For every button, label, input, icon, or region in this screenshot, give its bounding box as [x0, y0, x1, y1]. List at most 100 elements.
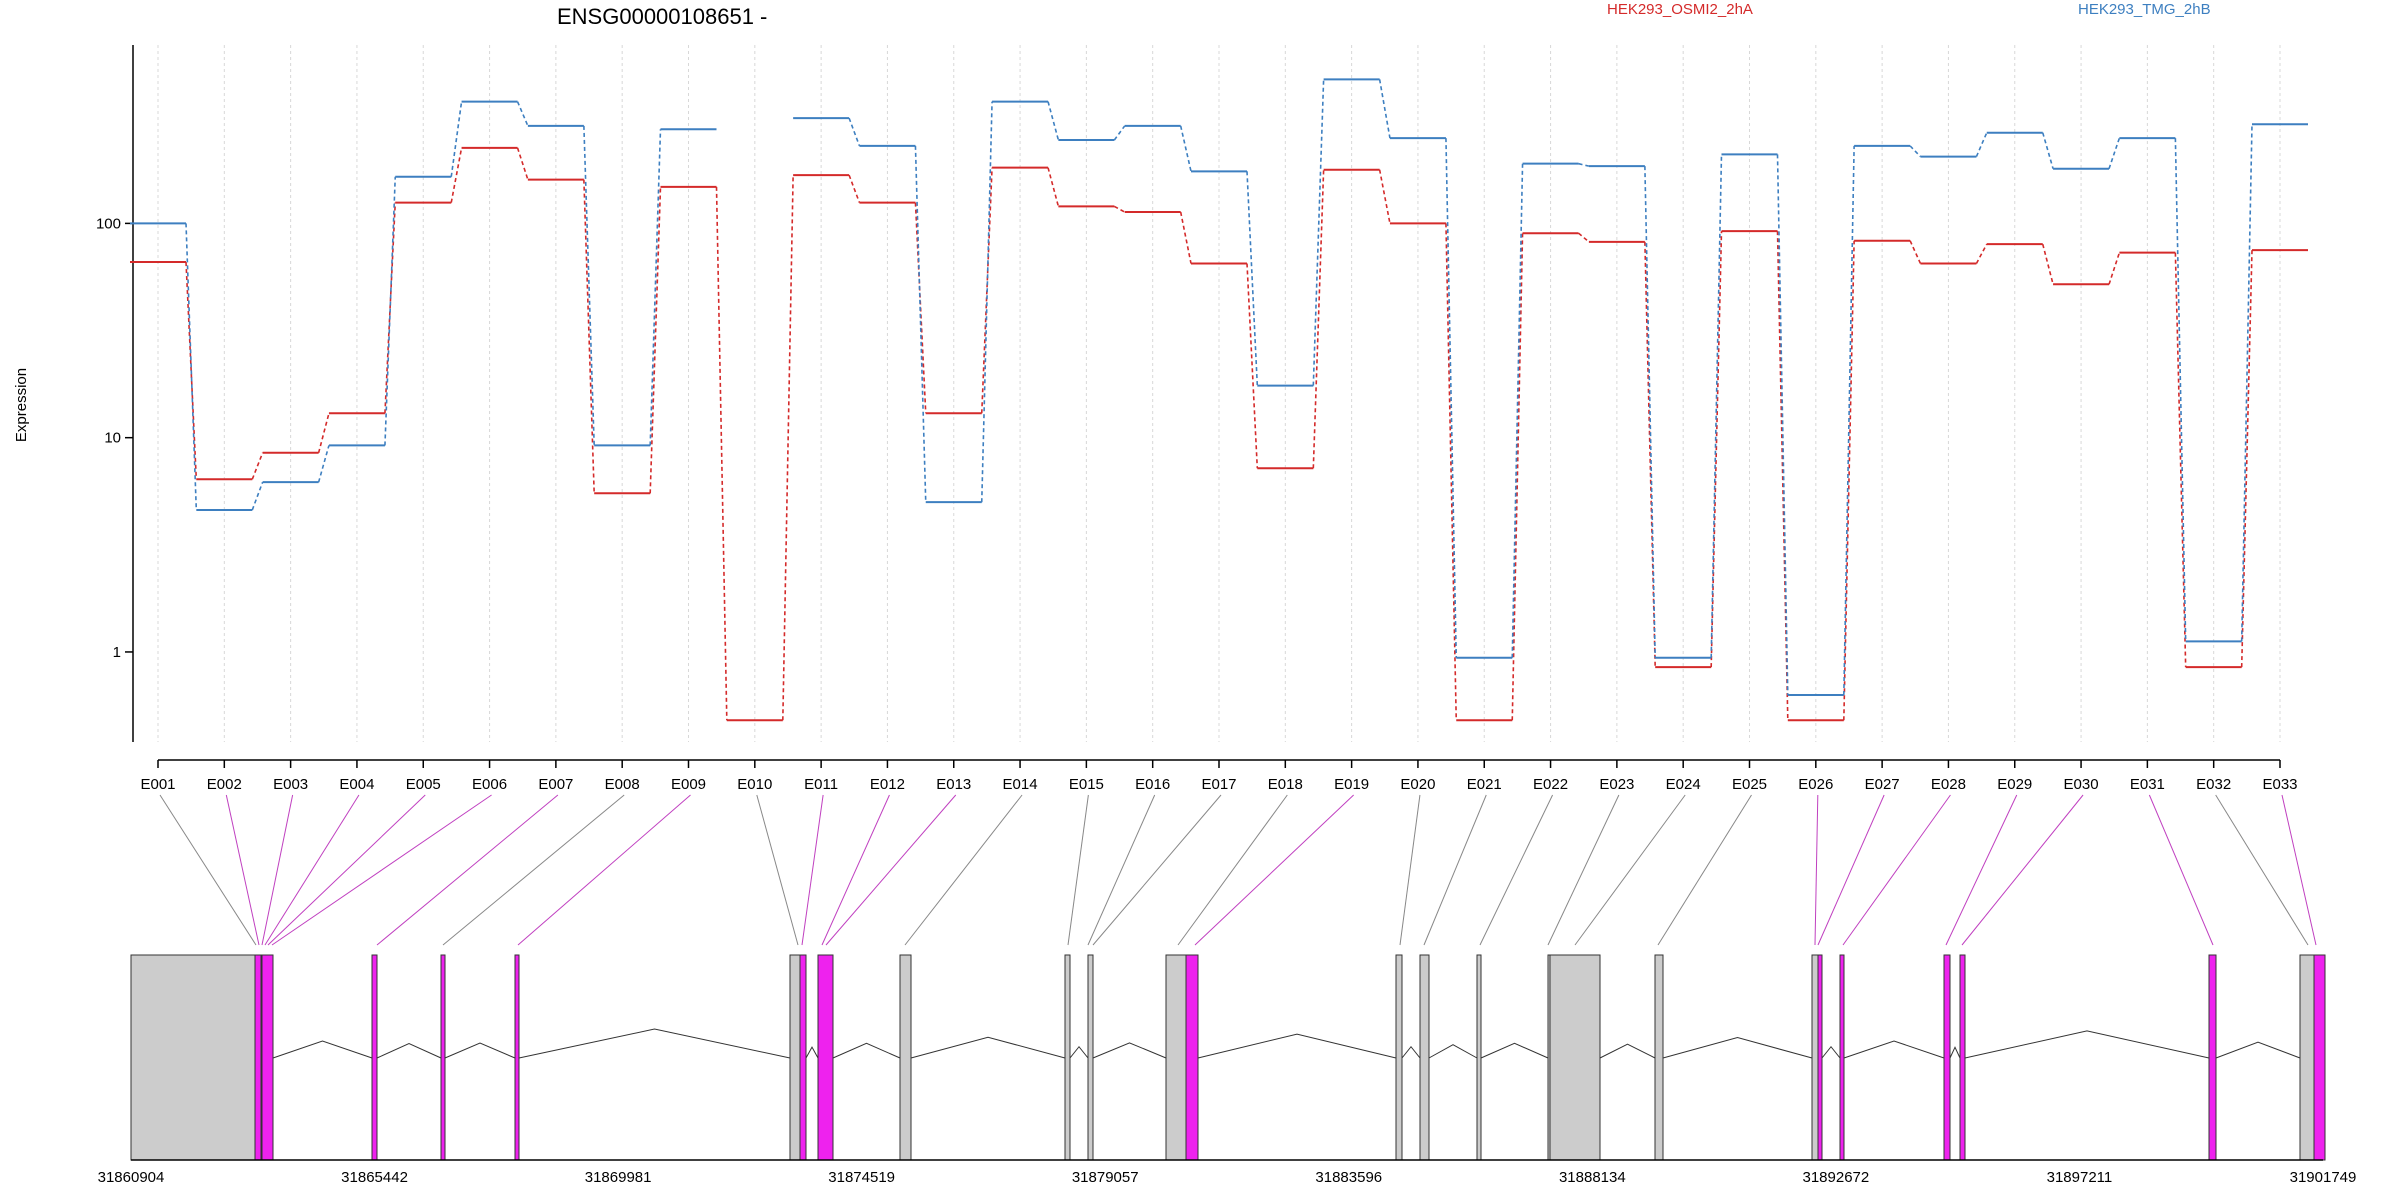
series-connector [1975, 132, 1988, 157]
x-tick-label: E020 [1400, 776, 1435, 793]
series-connector [848, 117, 861, 147]
intron-line [910, 1036, 1066, 1059]
bin-connector-line [2148, 794, 2214, 946]
x-tick-label: E009 [671, 776, 706, 793]
series-connector [2174, 252, 2187, 668]
intron-line [1069, 1045, 1089, 1059]
series-connector [1909, 240, 1922, 264]
x-tick-label: E006 [472, 776, 507, 793]
series-connector [516, 101, 529, 127]
bin-connector-line [1961, 794, 2084, 946]
x-tick-label: E021 [1467, 776, 1502, 793]
x-tick-label: E023 [1599, 776, 1634, 793]
series-connector [2108, 137, 2121, 169]
x-tick-label: E031 [2130, 776, 2165, 793]
genomic-coordinate-label: 31874519 [828, 1169, 895, 1186]
intron-line [518, 1028, 791, 1059]
x-tick-label: E019 [1334, 776, 1369, 793]
x-tick-label: E030 [2064, 776, 2099, 793]
bin-connector-line [1817, 794, 1885, 946]
chart-title: ENSG00000108651 - [557, 4, 767, 29]
series-connector [1445, 138, 1458, 658]
genomic-coordinate-label: 31865442 [341, 1169, 408, 1186]
genomic-coordinate-label: 31897211 [2047, 1169, 2113, 1186]
series-connector [2240, 124, 2253, 642]
x-tick-label: E014 [1003, 776, 1038, 793]
x-tick-label: E012 [870, 776, 905, 793]
bin-connector-line [1423, 794, 1487, 946]
x-tick-label: E022 [1533, 776, 1568, 793]
series-connector [251, 481, 264, 511]
x-tick-label: E004 [339, 776, 374, 793]
exon-block [1395, 954, 1403, 1161]
bin-connector-line [376, 794, 559, 946]
series-connector [1578, 162, 1590, 167]
x-tick-label: E001 [140, 776, 175, 793]
x-tick-label: E008 [605, 776, 640, 793]
bin-connector-line [1547, 794, 1620, 946]
exon-block [1817, 954, 1823, 1161]
exon-block [1419, 954, 1430, 1161]
series-connector [1378, 79, 1391, 139]
series-connector [1445, 223, 1458, 721]
x-tick-label: E015 [1069, 776, 1104, 793]
bin-connector-line [1814, 794, 1819, 946]
gene-model: 31860904 31865442 31869981 31874519 31879057… [98, 794, 2356, 1186]
bin-connector-line [1177, 794, 1288, 946]
intron-line [832, 1042, 901, 1059]
exon-block [2313, 954, 2326, 1161]
series-connector [1644, 166, 1656, 658]
x-tick-label: E018 [1268, 776, 1303, 793]
series-connector [1179, 211, 1192, 264]
intron-line [376, 1042, 442, 1059]
x-tick-label: E029 [1997, 776, 2032, 793]
series-connector [2041, 132, 2054, 169]
series-connector [317, 413, 330, 453]
exon-block [1959, 954, 1966, 1161]
exon-block [1087, 954, 1094, 1161]
series-connector [1312, 169, 1325, 469]
x-tick-label: E016 [1135, 776, 1170, 793]
x-tick-label: E027 [1865, 776, 1900, 793]
bin-connector-line [825, 794, 957, 946]
series-connector [1378, 169, 1391, 224]
exon-block [1549, 954, 1601, 1161]
series-connector [1246, 171, 1259, 386]
series-connector [1843, 240, 1855, 721]
exon-block [2208, 954, 2217, 1161]
series-connector [715, 186, 728, 721]
series-connector [450, 147, 463, 203]
series-connector [1246, 263, 1259, 469]
exon-block [1165, 954, 1187, 1161]
series-connector [1511, 233, 1524, 721]
series-connector [980, 101, 993, 503]
genomic-coordinate-label: 31888134 [1559, 1169, 1626, 1186]
x-tick-label: E017 [1201, 776, 1236, 793]
series-connector [317, 445, 330, 483]
genomic-coordinate-label: 31883596 [1315, 1169, 1382, 1186]
series-connector [1511, 163, 1524, 658]
series-connector [782, 175, 794, 721]
series-connector [450, 101, 463, 177]
intron-line [1964, 1030, 2210, 1059]
exon-block [2299, 954, 2315, 1161]
x-tick-label: E033 [2262, 776, 2297, 793]
exon-block [1476, 954, 1482, 1161]
y-tick-label: 100 [96, 215, 121, 232]
bin-connector-line [904, 794, 1023, 946]
exon-block [799, 954, 807, 1161]
series-connector [1113, 125, 1126, 141]
bin-connector-line [1479, 794, 1554, 946]
series-connector [251, 452, 264, 480]
bin-connector-line [821, 794, 890, 946]
y-tick-label: 1 [113, 644, 121, 661]
series-connector [1909, 145, 1922, 158]
bin-connector-line [264, 794, 360, 946]
series-connector [2108, 252, 2121, 285]
bin-connector-line [1087, 794, 1156, 946]
plot-area: 1 10 100 E001 E002 E003 E004 E005 E006 E007 E008 E0… [96, 45, 2308, 793]
series-connector [1113, 205, 1126, 213]
intron-line [2215, 1041, 2301, 1059]
x-tick-label: E011 [804, 776, 838, 793]
bin-connector-line [442, 794, 625, 946]
